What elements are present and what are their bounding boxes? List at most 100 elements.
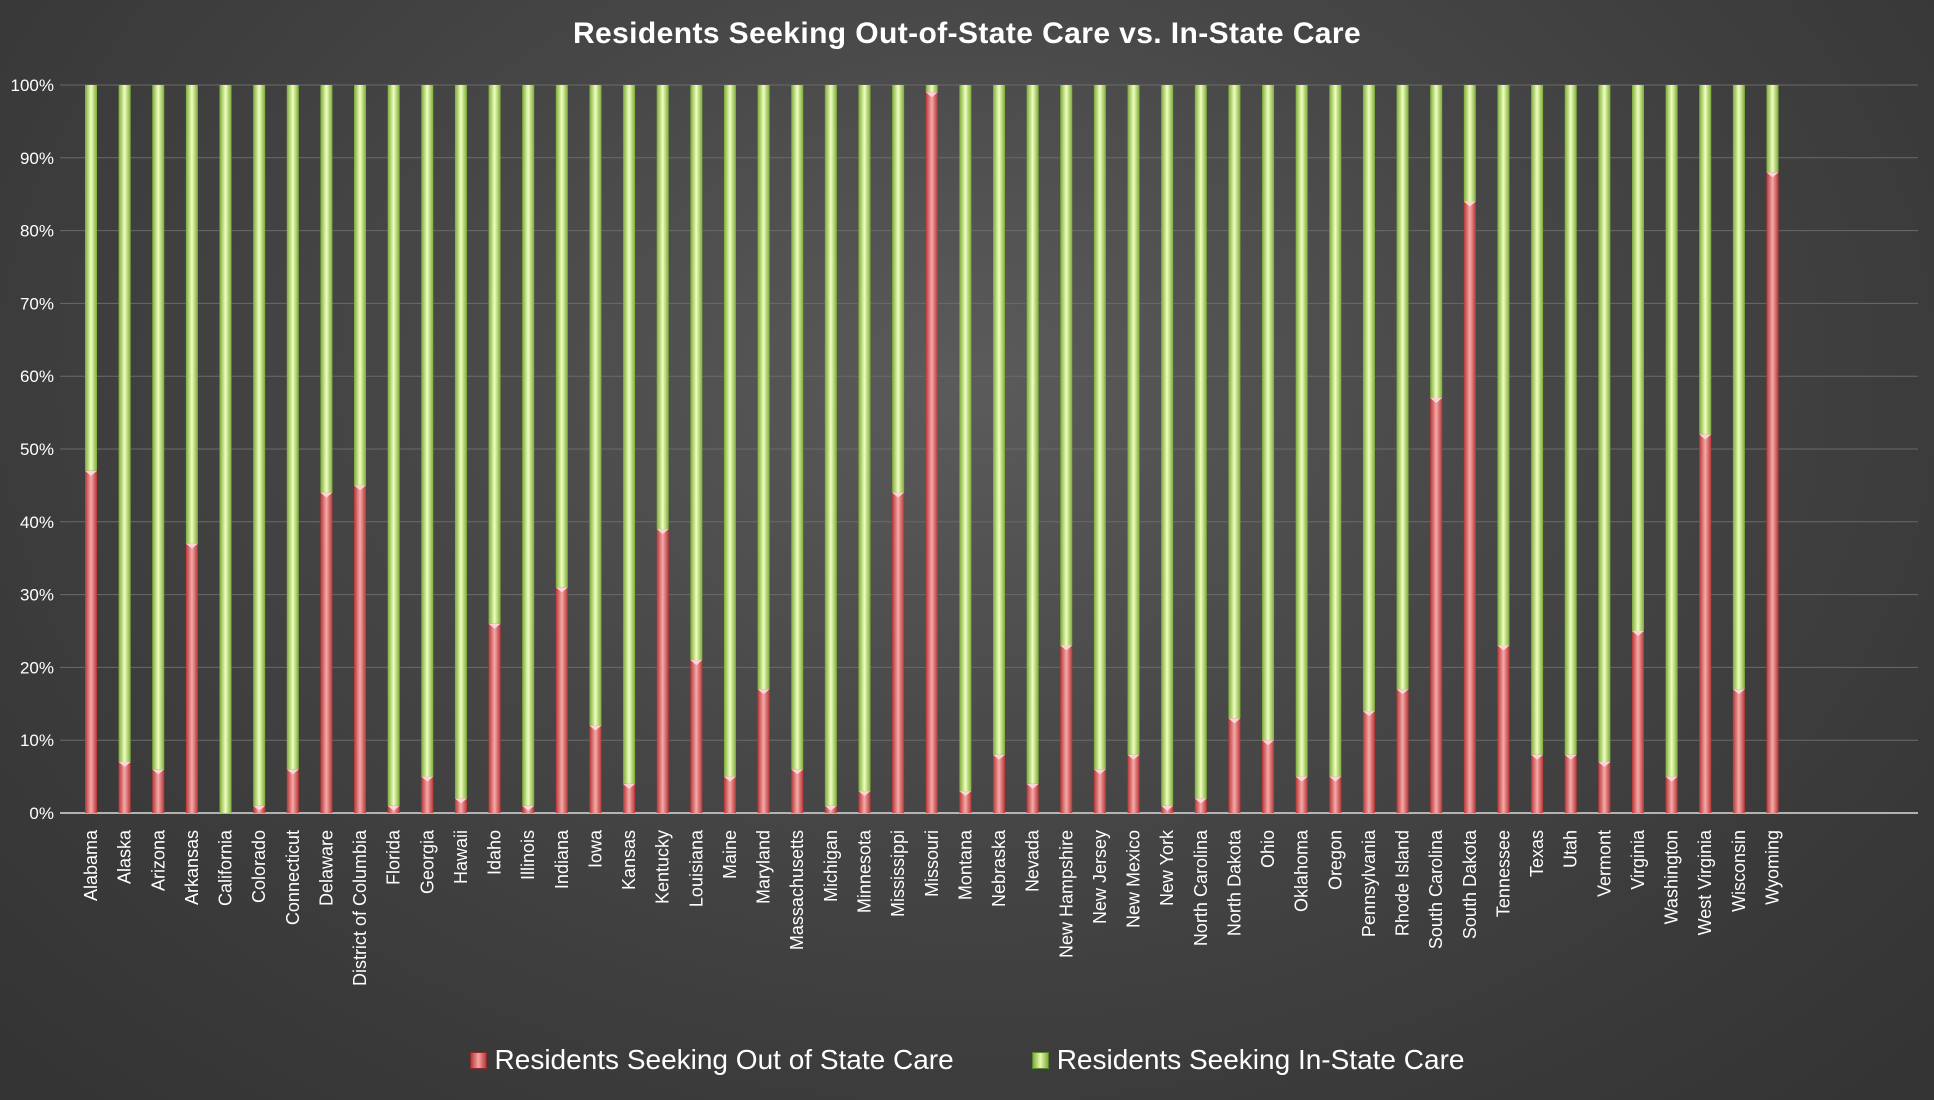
bar-cap-out-of-state — [387, 805, 400, 811]
bar-cap-out-of-state — [993, 754, 1006, 760]
y-tick-label: 90% — [20, 149, 54, 168]
bar-cap-out-of-state — [152, 769, 165, 775]
x-axis-ticks: Alabama Alaska Arizona Arkansas California Co… — [81, 829, 1783, 986]
x-tick-label: Florida — [384, 829, 404, 885]
bar-in-state-vermont — [1598, 85, 1611, 763]
bar-out-of-state-north-dakota — [1228, 718, 1241, 813]
bar-in-state-nevada — [1026, 85, 1039, 784]
x-tick-label: Vermont — [1594, 830, 1614, 897]
bar-in-state-oklahoma — [1295, 85, 1308, 777]
y-tick-label: 10% — [20, 731, 54, 750]
bar-in-state-montana — [959, 85, 972, 792]
bar-out-of-state-hawaii — [454, 798, 467, 813]
bar-out-of-state-new-mexico — [1127, 754, 1140, 813]
bar-in-state-mississippi — [892, 85, 905, 493]
bar-out-of-state-alaska — [118, 762, 131, 813]
x-tick-label: Maryland — [754, 830, 774, 904]
x-tick-label: Hawaii — [451, 830, 471, 884]
x-tick-label: North Carolina — [1191, 829, 1211, 946]
bar-in-state-north-dakota — [1228, 85, 1241, 719]
bar-in-state-idaho — [488, 85, 501, 624]
x-tick-label: New Jersey — [1090, 830, 1110, 924]
x-tick-label: Nevada — [1023, 829, 1043, 892]
bar-cap-out-of-state — [85, 470, 97, 476]
legend-swatch-in-state — [1031, 1051, 1049, 1069]
bar-cap-out-of-state — [1060, 645, 1073, 651]
x-tick-label: Arizona — [148, 829, 168, 891]
x-tick-label: Kansas — [619, 830, 639, 890]
bar-out-of-state-louisiana — [690, 660, 703, 813]
bar-out-of-state-kansas — [623, 783, 636, 813]
bar-cap-out-of-state — [522, 805, 535, 811]
x-tick-label: Washington — [1662, 830, 1682, 924]
x-tick-label: Oklahoma — [1292, 829, 1312, 912]
x-tick-label: West Virginia — [1695, 829, 1715, 935]
bar-cap-out-of-state — [421, 776, 434, 782]
bar-cap-out-of-state — [656, 529, 669, 535]
x-tick-label: District of Columbia — [350, 829, 370, 986]
bar-out-of-state-rhode-island — [1396, 689, 1409, 813]
bar-cap-out-of-state — [1463, 201, 1476, 207]
bar-in-state-missouri — [925, 85, 938, 93]
bar-out-of-state-west-virginia — [1699, 434, 1712, 813]
chart-title: Residents Seeking Out-of-State Care vs. … — [572, 17, 1362, 50]
bar-cap-out-of-state — [1631, 631, 1644, 636]
y-axis-ticks: 0% 10% 20% 30% 40% 50% 60% 70% 80% 90% 100% — [11, 76, 54, 823]
legend-item-out-of-state: Residents Seeking Out of State Care — [469, 1044, 954, 1076]
bar-out-of-state-georgia — [421, 776, 434, 813]
bar-cap-out-of-state — [118, 762, 131, 768]
y-tick-label: 40% — [20, 513, 54, 532]
x-tick-label: Oregon — [1325, 830, 1345, 890]
bar-out-of-state-mississippi — [892, 492, 905, 813]
x-tick-label: North Dakota — [1224, 829, 1244, 936]
bar-cap-out-of-state — [1497, 645, 1510, 651]
bar-cap-out-of-state — [1026, 783, 1039, 789]
bar-cap-out-of-state — [1699, 434, 1712, 440]
bar-cap-out-of-state — [555, 587, 568, 593]
bar-in-state-north-carolina — [1194, 85, 1207, 799]
bar-cap-out-of-state — [623, 783, 636, 789]
bar-in-state-connecticut — [286, 85, 299, 770]
legend-label-in-state: Residents Seeking In-State Care — [1056, 1044, 1465, 1075]
bar-in-state-new-hampshire — [1060, 85, 1073, 646]
bar-cap-out-of-state — [488, 623, 501, 629]
bar-cap-out-of-state — [1295, 776, 1308, 782]
bar-cap-out-of-state — [1329, 776, 1342, 782]
bar-in-state-district-of-columbia — [354, 85, 367, 486]
bar-out-of-state-wyoming — [1766, 172, 1779, 814]
x-tick-label: California — [216, 829, 236, 906]
bar-in-state-delaware — [320, 85, 333, 493]
x-tick-label: Rhode Island — [1393, 830, 1413, 936]
x-tick-label: Virginia — [1628, 829, 1648, 890]
bar-cap-out-of-state — [690, 660, 703, 666]
bar-in-state-kansas — [623, 85, 636, 784]
bar-in-state-georgia — [421, 85, 434, 777]
y-tick-label: 80% — [20, 222, 54, 241]
bar-cap-out-of-state — [959, 791, 972, 797]
bar-in-state-alabama — [85, 85, 97, 471]
bar-in-state-massachusetts — [791, 85, 804, 770]
bar-cap-out-of-state — [454, 798, 467, 804]
x-tick-label: Indiana — [552, 829, 572, 889]
bar-in-state-new-jersey — [1093, 85, 1106, 770]
x-tick-label: Ohio — [1258, 830, 1278, 868]
legend-swatch-out-of-state — [469, 1051, 487, 1069]
x-tick-label: Kentucky — [653, 830, 673, 904]
bar-cap-out-of-state — [757, 689, 770, 695]
bar-out-of-state-indiana — [555, 587, 568, 813]
bar-cap-out-of-state — [1228, 718, 1241, 724]
bar-out-of-state-texas — [1531, 754, 1544, 813]
x-tick-label: Iowa — [585, 829, 605, 868]
bar-out-of-state-wisconsin — [1732, 689, 1745, 813]
x-tick-label: Arkansas — [182, 830, 202, 905]
bar-out-of-state-oregon — [1329, 776, 1342, 813]
bar-in-state-california — [219, 85, 232, 813]
bar-cap-out-of-state — [1531, 754, 1544, 760]
y-tick-label: 0% — [29, 804, 54, 823]
bar-cap-out-of-state — [253, 805, 266, 811]
legend-item-in-state: Residents Seeking In-State Care — [1031, 1044, 1465, 1076]
bar-out-of-state-new-hampshire — [1060, 645, 1073, 813]
x-tick-label: Massachusetts — [787, 830, 807, 950]
x-tick-label: Utah — [1561, 830, 1581, 868]
